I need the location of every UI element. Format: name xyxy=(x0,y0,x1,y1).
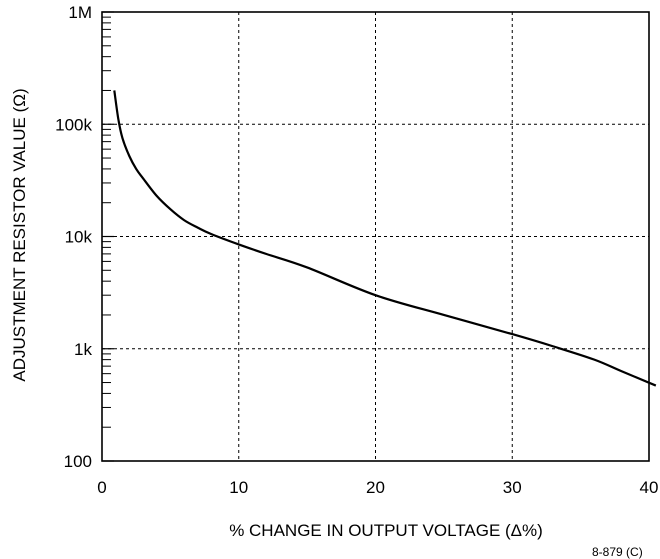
figure-id: 8-879 (C) xyxy=(592,545,643,559)
y-axis-title: ADJUSTMENT RESISTOR VALUE (Ω) xyxy=(10,88,29,381)
grid-lines xyxy=(102,12,649,461)
y-tick-label: 100 xyxy=(64,452,92,471)
x-tick-label: 10 xyxy=(229,478,248,497)
series-curve xyxy=(113,90,657,387)
x-axis-title: % CHANGE IN OUTPUT VOLTAGE (Δ%) xyxy=(229,521,543,540)
y-tick-label: 1M xyxy=(68,3,92,22)
y-tick-label: 100k xyxy=(55,115,92,134)
x-tick-label: 30 xyxy=(503,478,522,497)
plot-area-frame xyxy=(101,11,650,462)
y-tick-labels: 100 1k 10k 100k 1M xyxy=(55,3,92,471)
y-tick-label: 10k xyxy=(65,228,93,247)
x-tick-labels: 0 10 20 30 40 xyxy=(97,478,658,497)
minor-tick-marks xyxy=(102,11,114,462)
y-tick-label: 1k xyxy=(74,340,92,359)
x-tick-label: 20 xyxy=(366,478,385,497)
x-tick-label: 40 xyxy=(640,478,659,497)
x-tick-label: 0 xyxy=(97,478,106,497)
